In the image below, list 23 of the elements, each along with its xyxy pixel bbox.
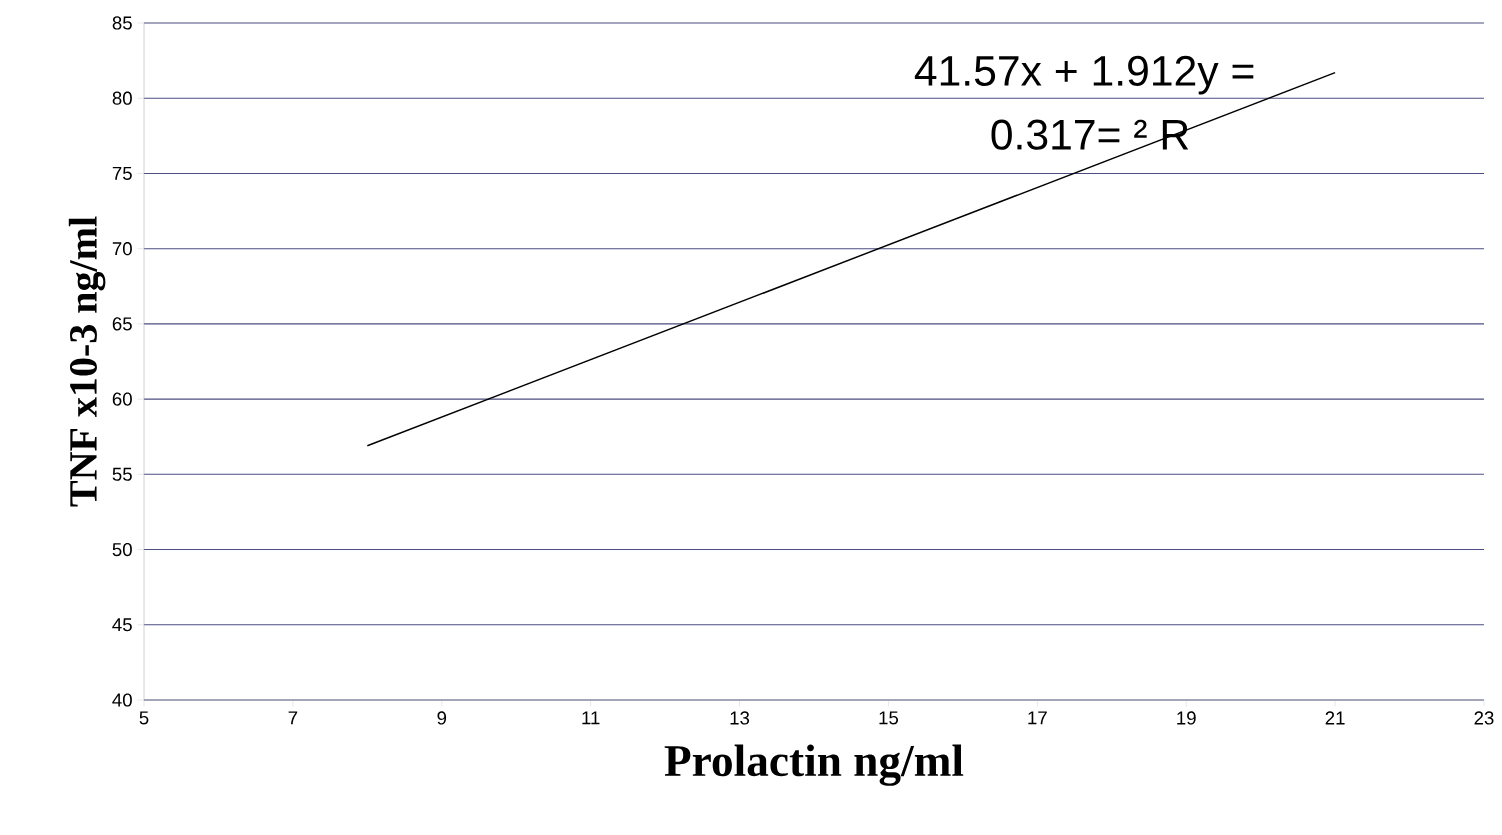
x-tick-label: 17	[1028, 711, 1047, 725]
y-tick-label: 70	[112, 242, 132, 256]
y-tick-label: 50	[112, 542, 132, 557]
x-tick-label: 23	[1474, 711, 1494, 725]
y-tick-label: 40	[112, 693, 132, 707]
y-axis-title: TNF x10-3 ng/ml	[68, 216, 106, 507]
x-tick-label: 11	[582, 711, 600, 725]
x-tick-label: 5	[139, 711, 149, 725]
y-tick-label: 65	[112, 317, 132, 331]
x-tick-label: 9	[437, 711, 447, 725]
y-tick-label: 75	[112, 166, 132, 180]
y-tick-label: 45	[112, 618, 132, 632]
x-tick-label: 7	[288, 711, 298, 725]
x-tick-label: 19	[1177, 711, 1196, 725]
y-tick-label: 55	[112, 467, 132, 481]
y-tick-label: 60	[112, 392, 132, 406]
x-tick-label: 13	[730, 711, 750, 725]
y-tick-label: 80	[112, 91, 132, 105]
x-axis-title: Prolactin ng/ml	[664, 744, 964, 786]
x-tick-label: 21	[1325, 711, 1345, 725]
x-tick-label: 15	[879, 711, 899, 725]
y-tick-label: 85	[112, 16, 132, 30]
annotation: 41.57x + 1.912y =	[914, 55, 1254, 95]
